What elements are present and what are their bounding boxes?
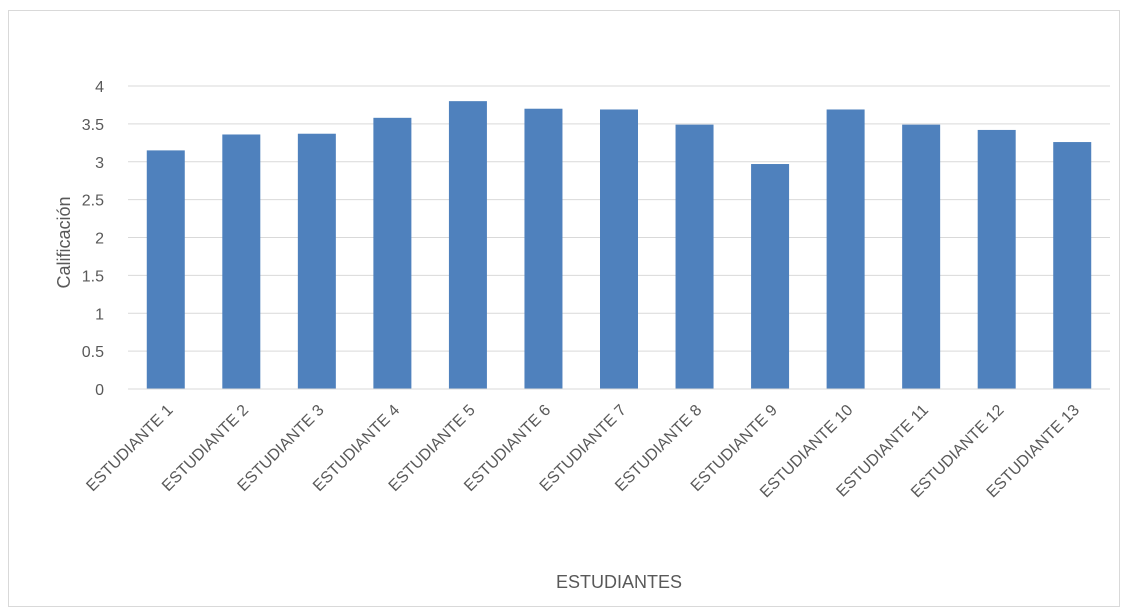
bar <box>373 117 412 389</box>
bar <box>675 124 714 389</box>
x-axis-title: ESTUDIANTES <box>556 572 682 592</box>
y-axis-tick-labels: 0 0.5 1 1.5 2 2.5 3 3.5 4 <box>82 79 104 399</box>
bar <box>600 109 638 390</box>
y-tick-label: 4 <box>95 79 104 96</box>
bars <box>146 101 1092 390</box>
y-tick-label: 2 <box>95 231 104 248</box>
bar <box>222 134 261 389</box>
bar <box>297 133 336 389</box>
y-axis-title: Calificación <box>54 196 74 288</box>
y-tick-label: 3 <box>95 155 104 172</box>
bar <box>524 108 563 389</box>
bar <box>146 150 185 389</box>
y-tick-label: 0.5 <box>82 344 104 361</box>
y-tick-label: 1 <box>95 306 104 323</box>
bar <box>977 129 1016 389</box>
bar <box>1053 142 1092 389</box>
bar <box>448 101 487 390</box>
bar <box>751 164 790 389</box>
bar <box>902 124 941 389</box>
bar <box>826 109 865 390</box>
y-tick-label: 1.5 <box>82 268 104 285</box>
y-tick-label: 0 <box>95 382 104 399</box>
y-tick-label: 2.5 <box>82 193 104 210</box>
y-tick-label: 3.5 <box>82 117 104 134</box>
